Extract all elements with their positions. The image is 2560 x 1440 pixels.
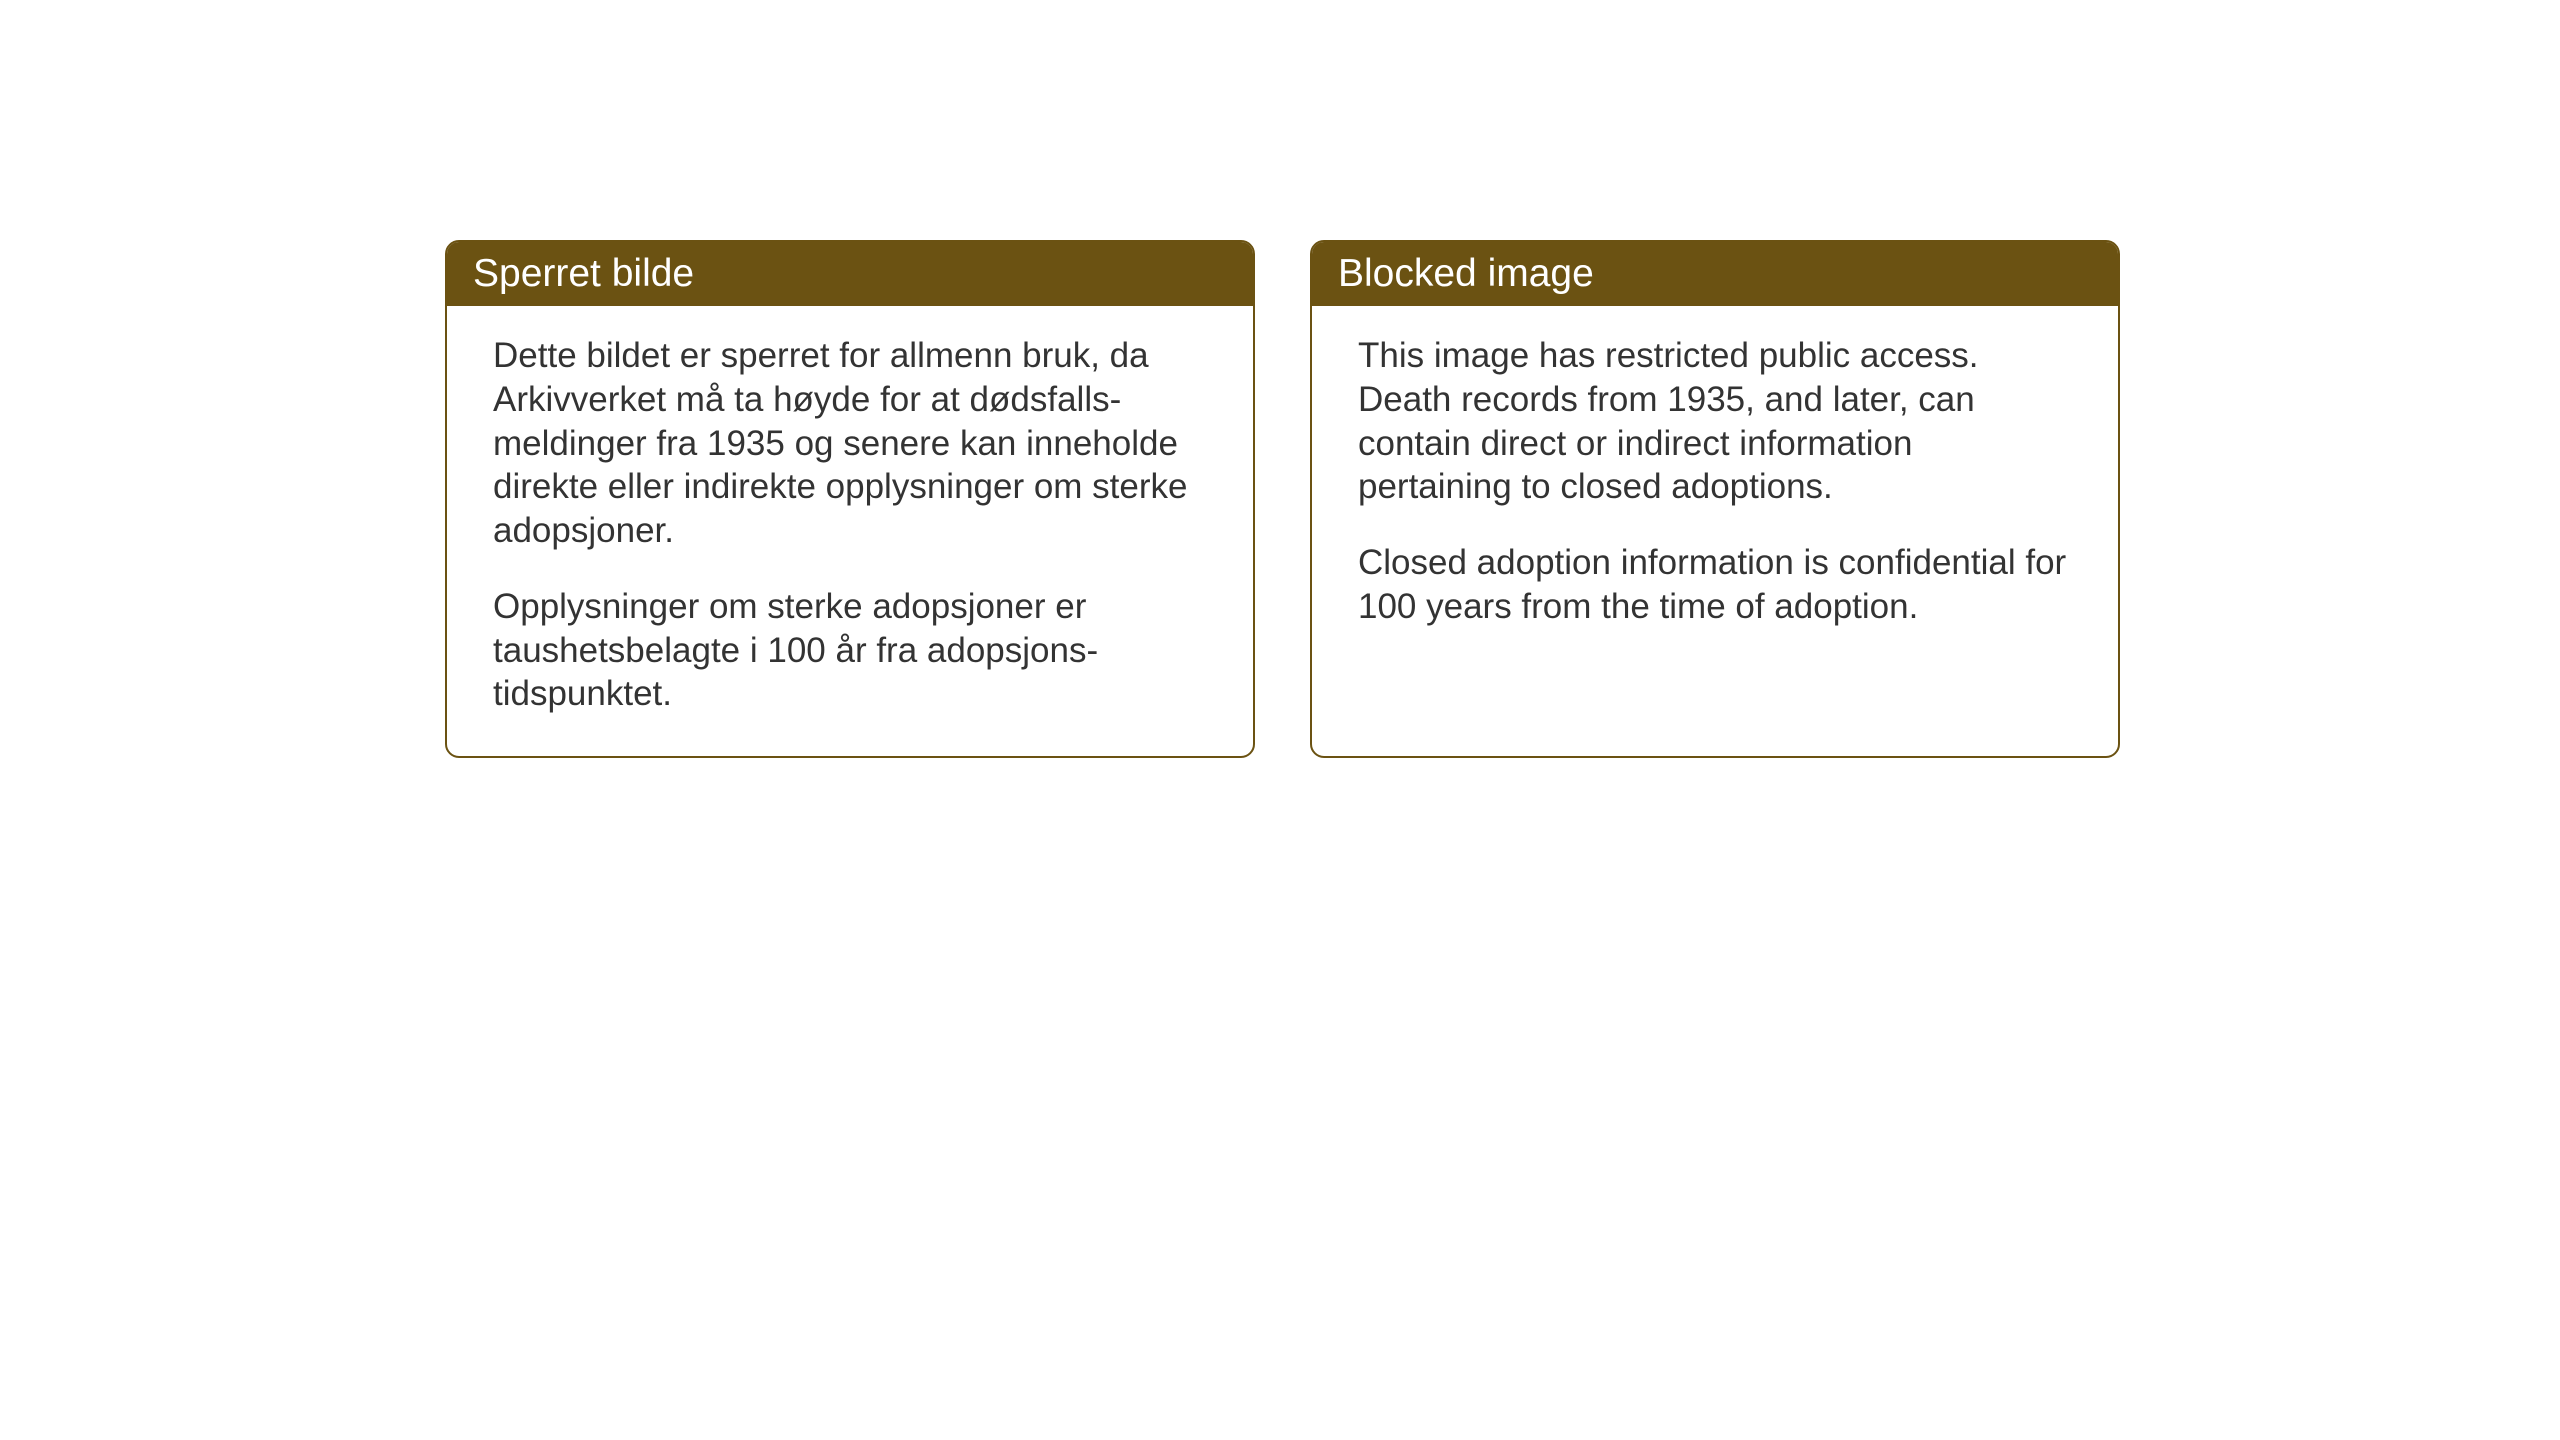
- card-body-norwegian: Dette bildet er sperret for allmenn bruk…: [447, 306, 1253, 756]
- card-para1-norwegian: Dette bildet er sperret for allmenn bruk…: [493, 334, 1207, 553]
- card-header-norwegian: Sperret bilde: [447, 242, 1253, 306]
- blocked-image-card-norwegian: Sperret bilde Dette bildet er sperret fo…: [445, 240, 1255, 758]
- card-para2-norwegian: Opplysninger om sterke adopsjoner er tau…: [493, 585, 1207, 716]
- notice-cards-container: Sperret bilde Dette bildet er sperret fo…: [445, 240, 2120, 758]
- card-title-english: Blocked image: [1338, 252, 1594, 295]
- card-header-english: Blocked image: [1312, 242, 2118, 306]
- card-para2-english: Closed adoption information is confident…: [1358, 541, 2072, 629]
- blocked-image-card-english: Blocked image This image has restricted …: [1310, 240, 2120, 758]
- card-title-norwegian: Sperret bilde: [473, 252, 694, 295]
- card-body-english: This image has restricted public access.…: [1312, 306, 2118, 669]
- card-para1-english: This image has restricted public access.…: [1358, 334, 2072, 509]
